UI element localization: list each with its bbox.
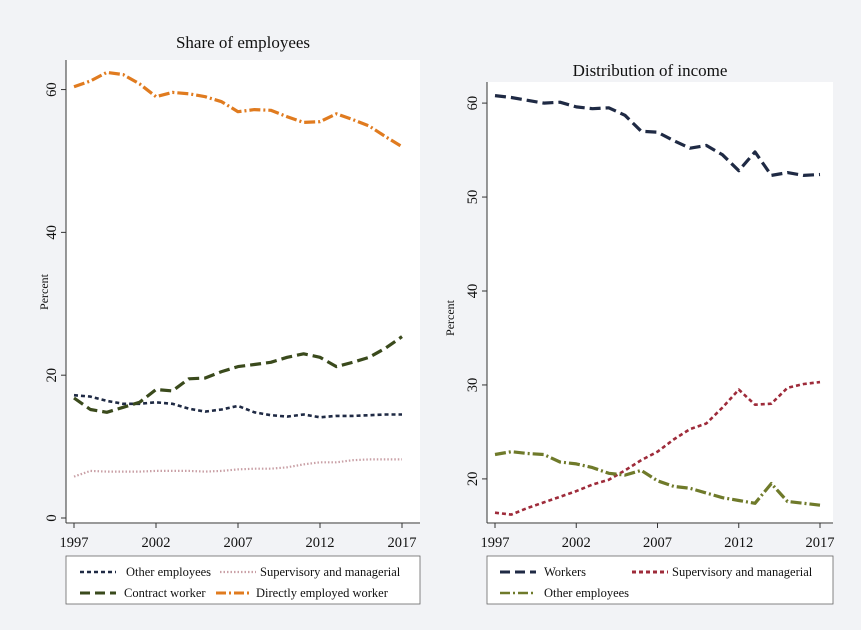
series-line-left-1	[73, 458, 402, 478]
x-tick-label-right: 2002	[562, 535, 591, 551]
series-line-right-1	[494, 380, 821, 516]
legend-label-supervisory: Supervisory and managerial	[260, 565, 401, 579]
legend-label-supervisory-right: Supervisory and managerial	[672, 565, 813, 579]
chart-title-left: Share of employees	[176, 33, 310, 52]
x-tick-label-left: 2017	[388, 535, 417, 551]
series-line-left-3	[73, 70, 403, 149]
x-tick-label-right: 2007	[643, 535, 672, 551]
x-tick-label-left: 2012	[306, 535, 335, 551]
x-tick-label-right: 2012	[724, 535, 753, 551]
series-lines-right	[494, 94, 821, 516]
axes-left: 1997 2002 2007 2012 2017 0 20 40 60	[44, 60, 420, 551]
axes-right: 1997 2002 2007 2012 2017 20 30 40 50 60	[465, 82, 835, 551]
plot-area-left	[66, 60, 420, 524]
legend-label-directly-employed: Directly employed worker	[256, 586, 389, 600]
legend-box-left	[65, 555, 421, 605]
series-lines-left	[73, 70, 403, 478]
y-tick-label-right: 40	[465, 284, 481, 299]
x-tick-label-left: 1997	[60, 535, 89, 551]
chart-title-right: Distribution of income	[573, 61, 728, 80]
y-tick-label-right: 60	[465, 96, 481, 111]
legend-box-right	[486, 555, 834, 605]
x-tick-label-right: 1997	[481, 535, 510, 551]
legend-left: Other employees Supervisory and manageri…	[65, 555, 421, 605]
y-tick-label-left: 60	[44, 82, 60, 97]
x-tick-label-left: 2002	[142, 535, 171, 551]
y-tick-label-left: 40	[44, 225, 60, 240]
y-axis-label-left: Percent	[37, 273, 51, 310]
legend-right: Workers Supervisory and managerial Other…	[486, 555, 834, 605]
legend-label-other-employees: Other employees	[126, 565, 211, 579]
legend-label-other-employees-right: Other employees	[544, 586, 629, 600]
plot-area-right	[487, 82, 833, 524]
series-line-left-2	[73, 335, 403, 414]
y-tick-label-left: 0	[44, 514, 60, 521]
legend-label-workers: Workers	[544, 565, 586, 579]
y-tick-label-right: 20	[465, 472, 481, 487]
panel-share-of-employees: Share of employees Percent 1997 2002 2007 2…	[37, 33, 421, 605]
y-tick-label-right: 30	[465, 378, 481, 393]
x-tick-label-left: 2007	[224, 535, 253, 551]
y-tick-label-right: 50	[465, 190, 481, 205]
panel-distribution-of-income: Distribution of income Percent 1997 2002 2…	[443, 61, 835, 605]
series-line-right-0	[494, 94, 821, 177]
y-tick-label-left: 20	[44, 368, 60, 383]
legend-label-contract-worker: Contract worker	[124, 586, 206, 600]
series-line-right-2	[494, 450, 821, 507]
x-tick-label-right: 2017	[806, 535, 835, 551]
y-axis-label-right: Percent	[443, 299, 457, 336]
